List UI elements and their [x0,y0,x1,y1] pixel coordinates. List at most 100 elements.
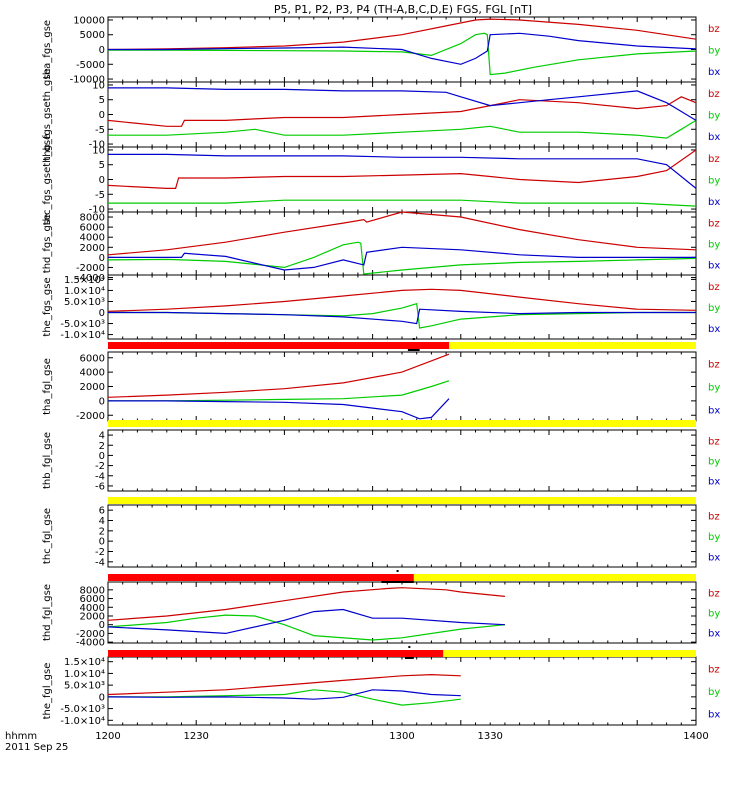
series-line-bx [107,689,461,700]
legend-label-bx: bx [708,197,720,208]
state-bar [108,570,696,583]
legend-label-bz: bz [708,360,720,371]
state-bar-black [407,349,420,351]
state-bar-marker [412,338,415,340]
y-tick-label: -6 [95,481,105,492]
y-tick-label: 10 [92,145,105,156]
y-tick-label: -2 [95,547,105,558]
state-bar-marker [408,646,411,648]
y-tick-label: -10000 [70,75,105,86]
y-tick-label: 8000 [80,585,105,596]
y-tick-label: 0 [99,537,105,548]
y-tick-label: 5 [99,160,105,171]
y-tick-label: -4000 [76,638,105,649]
series-line-bz [107,673,461,696]
y-tick-label: -5000 [76,60,105,71]
series-line-by [107,614,505,641]
y-tick-label: 0 [99,396,105,407]
y-tick-label: 0 [99,308,105,319]
y-tick-label: -4 [95,471,105,482]
legend-label-by: by [708,532,720,543]
x-tick-label: 1200 [95,731,120,742]
y-tick-label: 1.0×10⁴ [64,286,105,297]
y-tick-label: 10000 [73,15,105,26]
y-axis-label: thd_fgl_gse [42,584,53,641]
y-tick-label: 4 [99,516,105,527]
y-axis-label: thc_fgs_gseth_gse [42,134,53,226]
y-tick-label: 0 [99,45,105,56]
y-tick-label: 5000 [80,30,105,41]
state-bar [108,420,696,427]
series-line-by [108,119,697,139]
legend-label-bx: bx [708,132,720,143]
y-tick-label: 0 [99,110,105,121]
series-line-bz [107,18,697,51]
series-line-bz [107,149,697,189]
y-axis-label: tha_fgs_gse [42,20,53,79]
time-axis: hhmm 2011 Sep 25 1200 1230 1300 1330 1400 [5,731,709,753]
y-tick-label: 4000 [80,603,105,614]
y-tick-label: 2 [99,526,105,537]
y-tick-label: -1.0×10⁴ [60,716,105,727]
legend-label-bz: bz [708,436,720,447]
x-tick-label: 1400 [683,731,708,742]
legend-label-bz: bz [708,282,720,293]
series-line-bz [107,353,450,398]
y-tick-label: -4 [95,557,105,568]
legend-label-bx: bx [708,709,720,720]
series-line-bx [108,246,696,271]
y-tick-label: 1.5×10⁴ [64,275,105,286]
y-tick-label: 4000 [80,368,105,379]
legend-label-by: by [708,303,720,314]
x-tick-label: 1330 [477,731,502,742]
y-tick-label: 6000 [80,594,105,605]
y-tick-label: 6 [99,506,105,517]
state-bar-yellow [108,420,696,427]
y-tick-label: 2000 [80,382,105,393]
figure-title: P5, P1, P2, P3, P4 (TH-A,B,C,D,E) FGS, F… [274,3,532,16]
legend-label-bz: bz [708,512,720,523]
y-tick-label: -4000 [76,273,105,284]
y-axis-label: thb_fgs_gseth_gse [42,68,53,160]
legend-label-bx: bx [708,260,720,271]
legend-label-by: by [708,687,720,698]
state-bar-black [404,657,414,659]
state-bar [108,338,696,351]
y-tick-label: -2000 [76,411,105,422]
legend-label-by: by [708,46,720,57]
state-bar [108,497,696,504]
series-line-by [107,241,697,275]
y-tick-label: 0 [99,253,105,264]
legend-label-by: by [708,111,720,122]
y-tick-label: 10 [92,80,105,91]
y-tick-label: 4000 [80,233,105,244]
y-tick-label: -10 [89,140,105,151]
series-line-bx [108,87,697,121]
y-tick-label: -2000 [76,629,105,640]
y-tick-label: 8000 [80,213,105,224]
y-axis-label: tha_fgl_gse [42,358,53,415]
series-line-by [108,689,461,706]
legend-label-by: by [708,176,720,187]
y-tick-label: 2000 [80,611,105,622]
state-bar-marker [396,570,399,572]
y-tick-label: 5 [99,95,105,106]
legend-label-bz: bz [708,24,720,35]
time-axis-label-hhmm: hhmm [5,731,37,742]
y-axis-label: thc_fgl_gse [42,508,53,564]
y-axis-label: thd_fgs_gse [42,214,53,273]
legend-label-bx: bx [708,552,720,563]
legend-label-bz: bz [708,89,720,100]
state-bar-red [108,342,450,349]
y-tick-label: -5.0×10³ [60,319,105,330]
legend-label-bz: bz [708,665,720,676]
legend-label-by: by [708,609,720,620]
legend-label-bx: bx [708,324,720,335]
y-tick-label: 6000 [80,353,105,364]
